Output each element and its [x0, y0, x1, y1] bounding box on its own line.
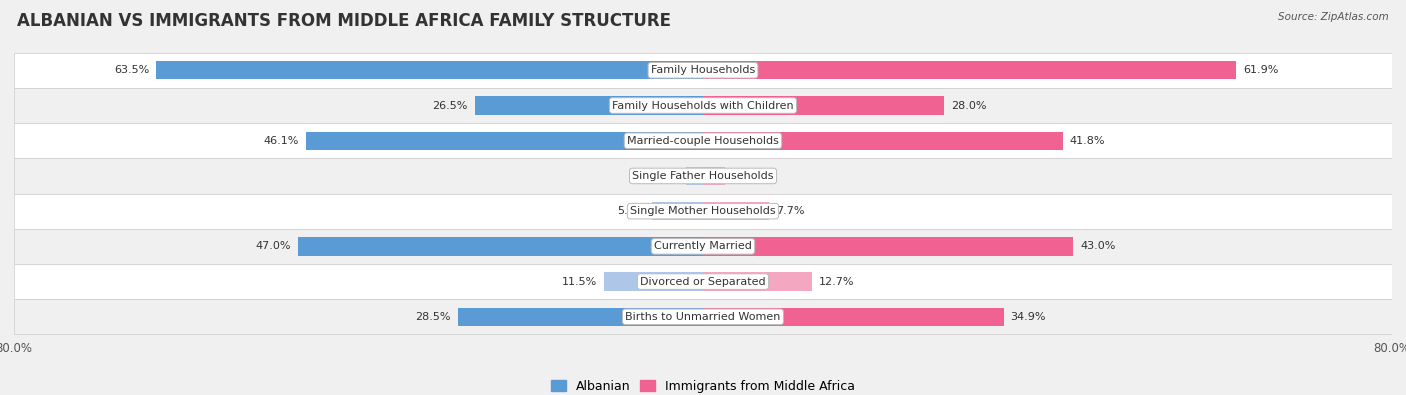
Bar: [14, 264, 1392, 299]
Text: 41.8%: 41.8%: [1070, 136, 1105, 146]
Text: Single Mother Households: Single Mother Households: [630, 206, 776, 216]
Bar: [14, 194, 1392, 229]
Text: 61.9%: 61.9%: [1243, 65, 1278, 75]
Bar: [703, 273, 813, 291]
Text: 7.7%: 7.7%: [776, 206, 804, 216]
Bar: [686, 167, 703, 185]
Bar: [14, 299, 1392, 335]
Text: 2.5%: 2.5%: [731, 171, 759, 181]
Bar: [156, 61, 703, 79]
Text: 26.5%: 26.5%: [433, 100, 468, 111]
Bar: [14, 158, 1392, 194]
Text: Divorced or Separated: Divorced or Separated: [640, 276, 766, 287]
Bar: [605, 273, 703, 291]
Bar: [703, 132, 1063, 150]
Bar: [457, 308, 703, 326]
Text: Single Father Households: Single Father Households: [633, 171, 773, 181]
Text: 5.9%: 5.9%: [617, 206, 645, 216]
Text: Married-couple Households: Married-couple Households: [627, 136, 779, 146]
Bar: [703, 96, 945, 115]
Text: 28.5%: 28.5%: [415, 312, 451, 322]
Text: 11.5%: 11.5%: [562, 276, 598, 287]
Bar: [14, 53, 1392, 88]
Text: 43.0%: 43.0%: [1080, 241, 1115, 251]
Text: Births to Unmarried Women: Births to Unmarried Women: [626, 312, 780, 322]
Text: ALBANIAN VS IMMIGRANTS FROM MIDDLE AFRICA FAMILY STRUCTURE: ALBANIAN VS IMMIGRANTS FROM MIDDLE AFRIC…: [17, 12, 671, 30]
Text: 2.0%: 2.0%: [651, 171, 679, 181]
Bar: [703, 202, 769, 220]
Bar: [475, 96, 703, 115]
Text: 34.9%: 34.9%: [1011, 312, 1046, 322]
Text: 46.1%: 46.1%: [264, 136, 299, 146]
Text: 12.7%: 12.7%: [820, 276, 855, 287]
Text: Currently Married: Currently Married: [654, 241, 752, 251]
Bar: [703, 167, 724, 185]
Text: 63.5%: 63.5%: [114, 65, 149, 75]
Legend: Albanian, Immigrants from Middle Africa: Albanian, Immigrants from Middle Africa: [546, 375, 860, 395]
Text: Source: ZipAtlas.com: Source: ZipAtlas.com: [1278, 12, 1389, 22]
Text: Family Households with Children: Family Households with Children: [612, 100, 794, 111]
Bar: [298, 237, 703, 256]
Text: 47.0%: 47.0%: [256, 241, 291, 251]
Bar: [703, 308, 1004, 326]
Text: Family Households: Family Households: [651, 65, 755, 75]
Bar: [14, 123, 1392, 158]
Bar: [14, 88, 1392, 123]
Bar: [307, 132, 703, 150]
Bar: [652, 202, 703, 220]
Text: 28.0%: 28.0%: [950, 100, 987, 111]
Bar: [703, 237, 1073, 256]
Bar: [703, 61, 1236, 79]
Bar: [14, 229, 1392, 264]
